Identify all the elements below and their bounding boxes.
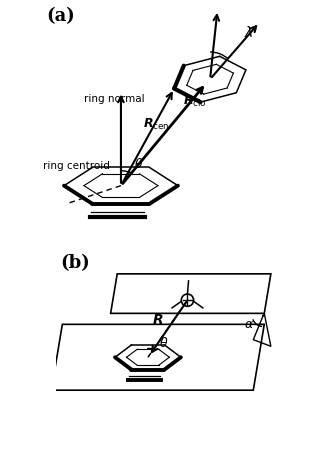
Text: α: α (245, 318, 253, 331)
Text: ring normal: ring normal (84, 94, 144, 104)
Text: λ: λ (245, 26, 253, 40)
Text: (b): (b) (60, 254, 90, 272)
Text: (a): (a) (47, 7, 75, 25)
Text: $\boldsymbol{R}_{\mathrm{cen}}$: $\boldsymbol{R}_{\mathrm{cen}}$ (143, 117, 169, 132)
Text: $\boldsymbol{R}$: $\boldsymbol{R}$ (152, 312, 164, 326)
Text: $\boldsymbol{R}_{\mathrm{clo}}$: $\boldsymbol{R}_{\mathrm{clo}}$ (183, 93, 207, 109)
Text: θ: θ (160, 337, 167, 350)
Text: θ: θ (135, 158, 142, 171)
Text: ring centroid: ring centroid (43, 161, 110, 171)
